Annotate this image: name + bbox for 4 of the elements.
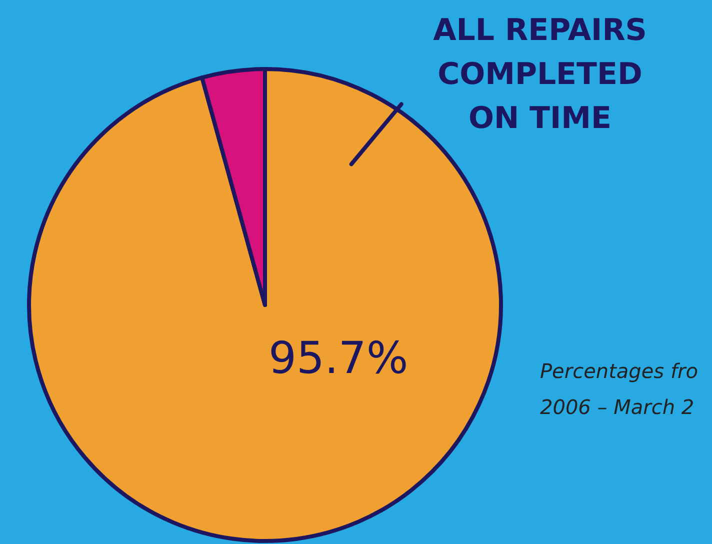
text: 2006 – March 2	[540, 395, 694, 419]
slice-label: ALL REPAIRS COMPLETED ON TIME	[433, 13, 647, 136]
data-label: 95.7%	[268, 333, 408, 384]
text: Percentages fro	[540, 359, 698, 383]
